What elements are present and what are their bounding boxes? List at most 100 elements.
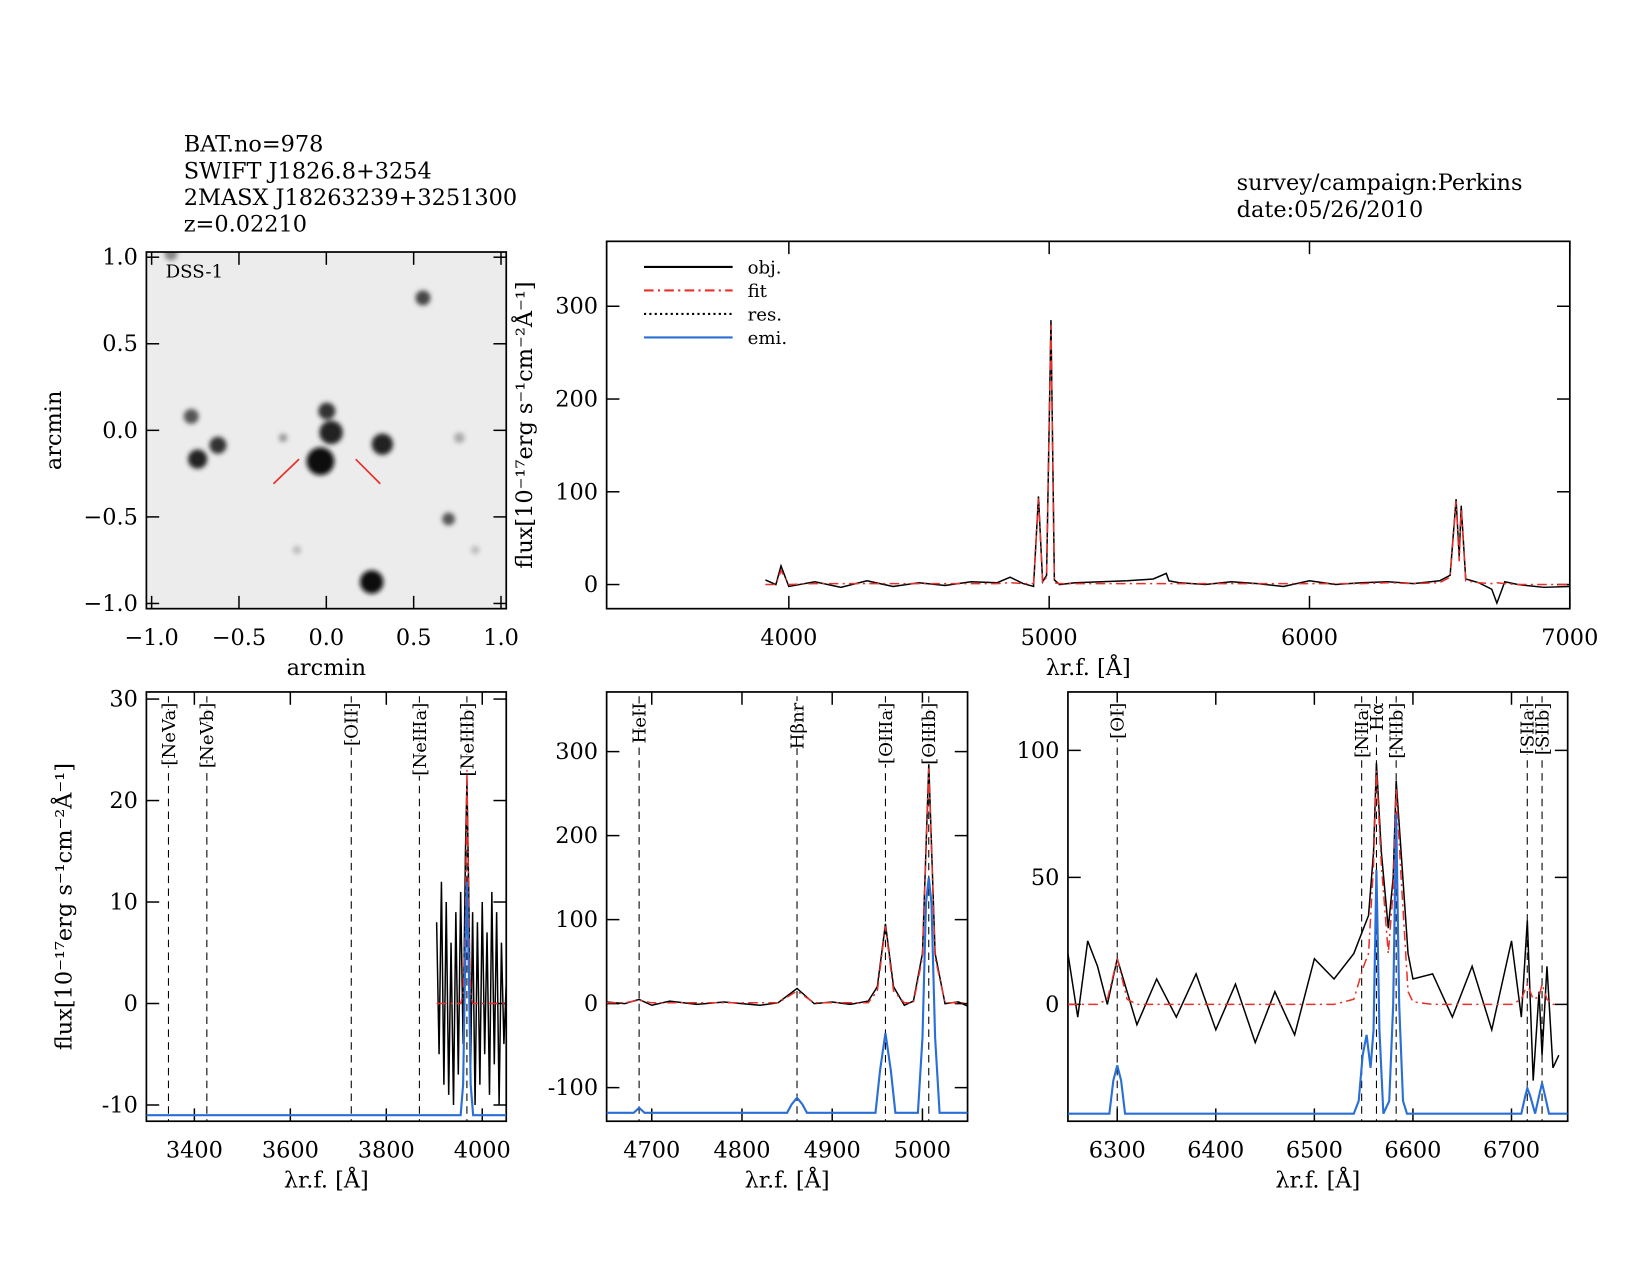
x-tick-label: 6600 [1384, 1138, 1441, 1164]
line-label: Hβnr [787, 702, 808, 749]
source [164, 252, 178, 261]
line-label: [OIIIa] [876, 703, 897, 764]
x-tick-label: 4000 [454, 1138, 511, 1164]
plot-frame [1067, 691, 1569, 1123]
spectrum-line [146, 881, 507, 1117]
spectrum-line [1067, 770, 1559, 1006]
x-tick-label: 4800 [713, 1138, 770, 1164]
line-label: [OII] [342, 703, 363, 746]
source [471, 545, 480, 555]
x-tick-label: 3400 [166, 1138, 223, 1164]
source [292, 545, 302, 555]
x-tick-label: 1.0 [483, 625, 519, 651]
source [442, 512, 455, 526]
line-label: [OIIIb] [919, 703, 940, 765]
header-text: SWIFT J1826.8+3254 [184, 158, 432, 184]
y-tick-label: 0 [1045, 992, 1059, 1018]
x-tick-label: 0.5 [396, 625, 432, 651]
spectrum-line [765, 324, 1570, 586]
y-tick-label: 1.0 [102, 245, 138, 271]
image-sources [164, 252, 480, 594]
y-tick-label: 20 [109, 788, 138, 814]
header-text: survey/campaign:Perkins [1237, 170, 1523, 196]
x-axis-label: λr.f. [Å] [745, 1165, 830, 1193]
plot-frame [605, 691, 969, 1123]
legend-label: emi. [748, 328, 788, 349]
y-tick-label: 300 [555, 294, 598, 320]
x-tick-label: 3800 [358, 1138, 415, 1164]
header-text: 2MASX J18263239+3251300 [184, 185, 517, 211]
y-tick-label: 0 [584, 991, 598, 1017]
source [453, 432, 465, 444]
spectrum-line [606, 768, 968, 1004]
source [359, 570, 384, 594]
y-tick-label: 50 [1031, 865, 1060, 891]
y-tick-label: 300 [555, 739, 598, 765]
y-tick-label: −1.0 [83, 591, 137, 617]
line-label: [NeIIIa] [410, 703, 431, 776]
y-tick-label: 0 [584, 572, 598, 598]
line-label: HeII [630, 703, 651, 744]
source [318, 402, 336, 420]
x-axis-label: λr.f. [Å] [1275, 1165, 1360, 1193]
y-tick-label: -100 [548, 1075, 598, 1101]
source [278, 433, 288, 443]
line-label: [NeVb] [197, 703, 218, 768]
line-label: [SIIa] [1518, 703, 1539, 755]
x-tick-label: 5000 [1021, 625, 1078, 651]
x-tick-label: 6400 [1187, 1138, 1244, 1164]
x-tick-label: 6300 [1089, 1138, 1146, 1164]
x-tick-label: −1.0 [124, 625, 178, 651]
x-axis-label: arcmin [287, 655, 366, 681]
spectrum-line [1067, 813, 1568, 1115]
source [183, 408, 199, 424]
x-tick-label: 6700 [1483, 1138, 1540, 1164]
x-tick-label: 4000 [760, 625, 817, 651]
x-tick-label: 6500 [1286, 1138, 1343, 1164]
plot-frame [605, 240, 1571, 610]
y-tick-label: 0 [124, 991, 138, 1017]
header-text: BAT.no=978 [184, 132, 324, 158]
source [415, 290, 431, 306]
legend-label: obj. [748, 257, 782, 278]
source [371, 433, 394, 455]
source [188, 449, 208, 469]
source [209, 436, 227, 454]
line-label: [NIIa] [1352, 703, 1373, 758]
spectrum-line [606, 764, 968, 1007]
line-label: [NeVa] [159, 703, 180, 766]
y-tick-label: 200 [555, 823, 598, 849]
x-tick-label: 5000 [894, 1138, 951, 1164]
legend-label: res. [748, 304, 782, 325]
x-tick-label: 4700 [623, 1138, 680, 1164]
y-tick-label: 100 [555, 479, 598, 505]
y-tick-label: 200 [555, 387, 598, 413]
source [306, 447, 335, 476]
x-tick-label: 7000 [1541, 625, 1598, 651]
source [319, 420, 343, 445]
x-tick-label: 4900 [804, 1138, 861, 1164]
line-label: [NIIb] [1387, 703, 1408, 759]
plot-frame [145, 691, 508, 1123]
spectrum-line [606, 877, 968, 1114]
line-label: [NeIIIb] [457, 703, 478, 777]
y-tick-label: -10 [102, 1092, 138, 1118]
x-axis-label: λr.f. [Å] [284, 1165, 369, 1193]
y-tick-label: 30 [109, 687, 138, 713]
y-tick-label: 0.0 [102, 418, 138, 444]
header-text: z=0.02210 [184, 212, 307, 238]
legend-label: fit [748, 281, 768, 302]
y-tick-label: 10 [109, 890, 138, 916]
y-tick-label: 100 [555, 907, 598, 933]
y-tick-label: −0.5 [83, 504, 137, 530]
y-tick-label: 0.5 [102, 331, 138, 357]
line-label: Hα [1367, 703, 1388, 731]
x-tick-label: 6000 [1281, 625, 1338, 651]
image-label: DSS-1 [166, 262, 223, 283]
line-label: [OI] [1108, 703, 1129, 739]
header-text: date:05/26/2010 [1237, 197, 1424, 223]
x-tick-label: −0.5 [212, 625, 266, 651]
spectrum-line [436, 770, 507, 1005]
